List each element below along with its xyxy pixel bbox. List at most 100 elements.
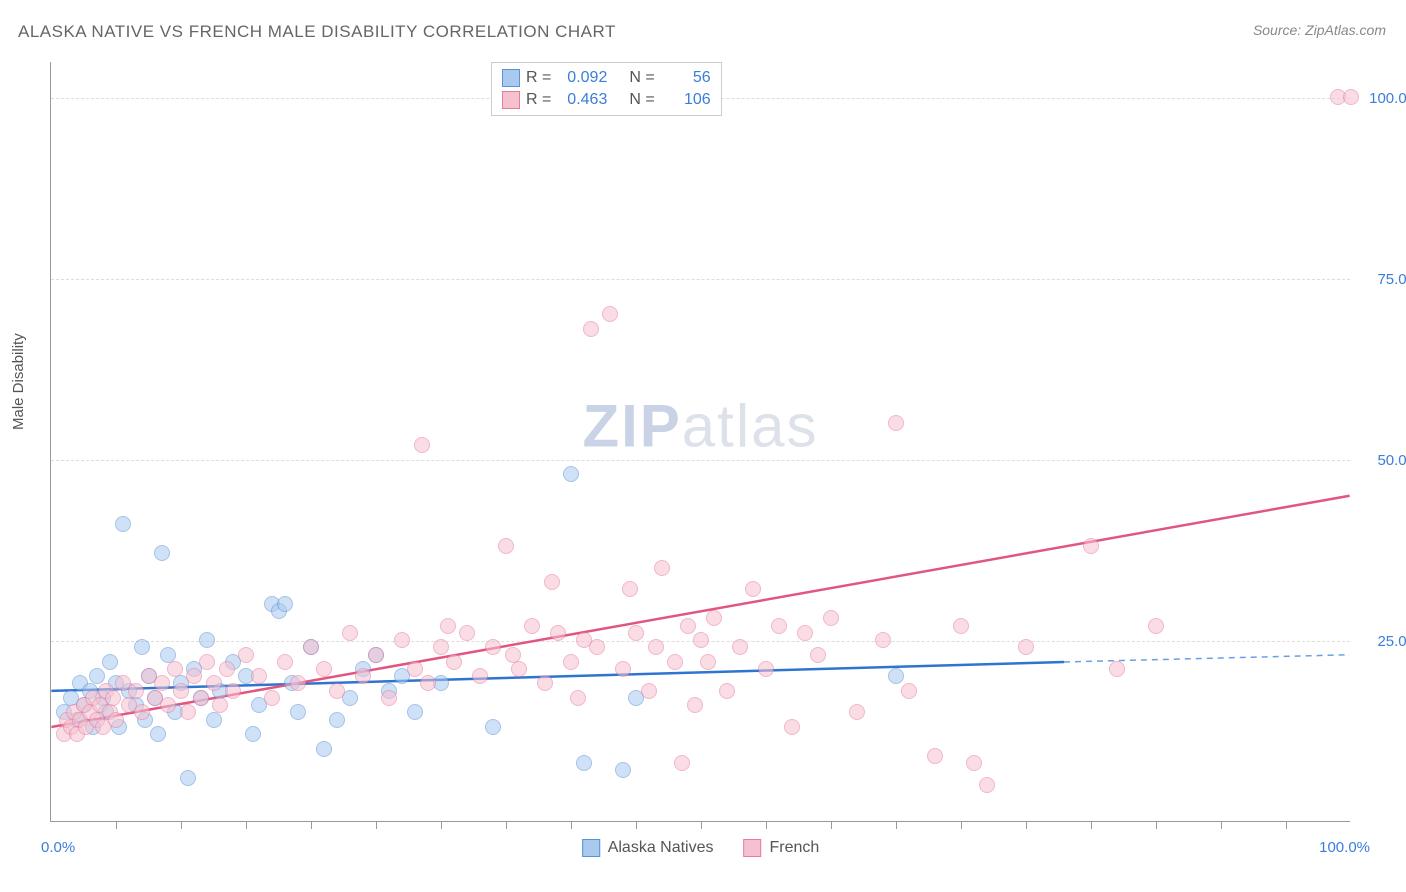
data-point-series-0 — [199, 632, 215, 648]
data-point-series-1 — [706, 610, 722, 626]
x-tick-label-min: 0.0% — [41, 839, 75, 856]
data-point-series-1 — [784, 719, 800, 735]
x-tick — [181, 821, 182, 829]
data-point-series-1 — [128, 683, 144, 699]
data-point-series-1 — [394, 632, 410, 648]
x-tick — [961, 821, 962, 829]
data-point-series-1 — [654, 560, 670, 576]
r-label-0: R = — [526, 69, 551, 87]
source-label: Source: ZipAtlas.com — [1253, 22, 1386, 38]
x-tick — [311, 821, 312, 829]
data-point-series-1 — [901, 683, 917, 699]
data-point-series-1 — [628, 625, 644, 641]
n-label-0: N = — [629, 69, 654, 87]
n-value-1: 106 — [661, 91, 711, 109]
data-point-series-1 — [810, 647, 826, 663]
n-label-1: N = — [629, 91, 654, 109]
data-point-series-1 — [160, 697, 176, 713]
data-point-series-1 — [186, 668, 202, 684]
x-tick — [116, 821, 117, 829]
x-tick — [376, 821, 377, 829]
data-point-series-0 — [89, 668, 105, 684]
y-tick-label: 25.0% — [1360, 633, 1406, 650]
data-point-series-1 — [342, 625, 358, 641]
legend-item-1: French — [744, 839, 820, 857]
y-axis-label: Male Disability — [10, 333, 27, 430]
trend-line-dash-series-0 — [1064, 655, 1350, 662]
data-point-series-1 — [615, 661, 631, 677]
legend-label-1: French — [770, 839, 820, 857]
x-tick — [636, 821, 637, 829]
data-point-series-1 — [407, 661, 423, 677]
x-tick — [571, 821, 572, 829]
x-tick — [246, 821, 247, 829]
scatter-plot-area: ZIPatlas 25.0%50.0%75.0%100.0% R = 0.092… — [50, 62, 1350, 822]
data-point-series-1 — [199, 654, 215, 670]
data-point-series-1 — [693, 632, 709, 648]
data-point-series-1 — [238, 647, 254, 663]
data-point-series-1 — [368, 647, 384, 663]
data-point-series-0 — [563, 466, 579, 482]
data-point-series-0 — [615, 762, 631, 778]
data-point-series-1 — [583, 321, 599, 337]
data-point-series-0 — [180, 770, 196, 786]
data-point-series-1 — [602, 306, 618, 322]
data-point-series-1 — [544, 574, 560, 590]
data-point-series-0 — [290, 704, 306, 720]
legend-label-0: Alaska Natives — [608, 839, 714, 857]
data-point-series-1 — [511, 661, 527, 677]
data-point-series-0 — [316, 741, 332, 757]
data-point-series-1 — [440, 618, 456, 634]
grid-line — [51, 460, 1350, 461]
data-point-series-1 — [927, 748, 943, 764]
data-point-series-1 — [329, 683, 345, 699]
x-tick — [1156, 821, 1157, 829]
data-point-series-1 — [303, 639, 319, 655]
x-tick — [506, 821, 507, 829]
data-point-series-1 — [212, 697, 228, 713]
data-point-series-1 — [206, 675, 222, 691]
data-point-series-1 — [589, 639, 605, 655]
data-point-series-1 — [472, 668, 488, 684]
data-point-series-1 — [979, 777, 995, 793]
data-point-series-1 — [180, 704, 196, 720]
data-point-series-0 — [576, 755, 592, 771]
data-point-series-1 — [355, 668, 371, 684]
data-point-series-0 — [888, 668, 904, 684]
data-point-series-0 — [206, 712, 222, 728]
n-value-0: 56 — [661, 69, 711, 87]
data-point-series-0 — [134, 639, 150, 655]
data-point-series-1 — [485, 639, 501, 655]
legend-swatch-0 — [582, 839, 600, 857]
legend-swatch-1 — [744, 839, 762, 857]
data-point-series-0 — [407, 704, 423, 720]
stats-row-series-0: R = 0.092 N = 56 — [502, 67, 711, 89]
data-point-series-1 — [648, 639, 664, 655]
x-tick — [896, 821, 897, 829]
data-point-series-1 — [823, 610, 839, 626]
x-tick — [1091, 821, 1092, 829]
data-point-series-1 — [622, 581, 638, 597]
data-point-series-1 — [537, 675, 553, 691]
data-point-series-1 — [105, 690, 121, 706]
watermark-bold: ZIP — [582, 393, 681, 460]
data-point-series-1 — [758, 661, 774, 677]
r-value-0: 0.092 — [557, 69, 607, 87]
data-point-series-1 — [1148, 618, 1164, 634]
data-point-series-1 — [849, 704, 865, 720]
data-point-series-1 — [277, 654, 293, 670]
data-point-series-1 — [875, 632, 891, 648]
data-point-series-1 — [719, 683, 735, 699]
data-point-series-1 — [667, 654, 683, 670]
x-tick — [1221, 821, 1222, 829]
data-point-series-1 — [771, 618, 787, 634]
data-point-series-1 — [290, 675, 306, 691]
data-point-series-1 — [193, 690, 209, 706]
legend-item-0: Alaska Natives — [582, 839, 714, 857]
y-tick-label: 75.0% — [1360, 271, 1406, 288]
data-point-series-0 — [150, 726, 166, 742]
data-point-series-1 — [251, 668, 267, 684]
series-legend: Alaska Natives French — [582, 839, 820, 857]
watermark-light: atlas — [682, 393, 819, 460]
data-point-series-1 — [797, 625, 813, 641]
